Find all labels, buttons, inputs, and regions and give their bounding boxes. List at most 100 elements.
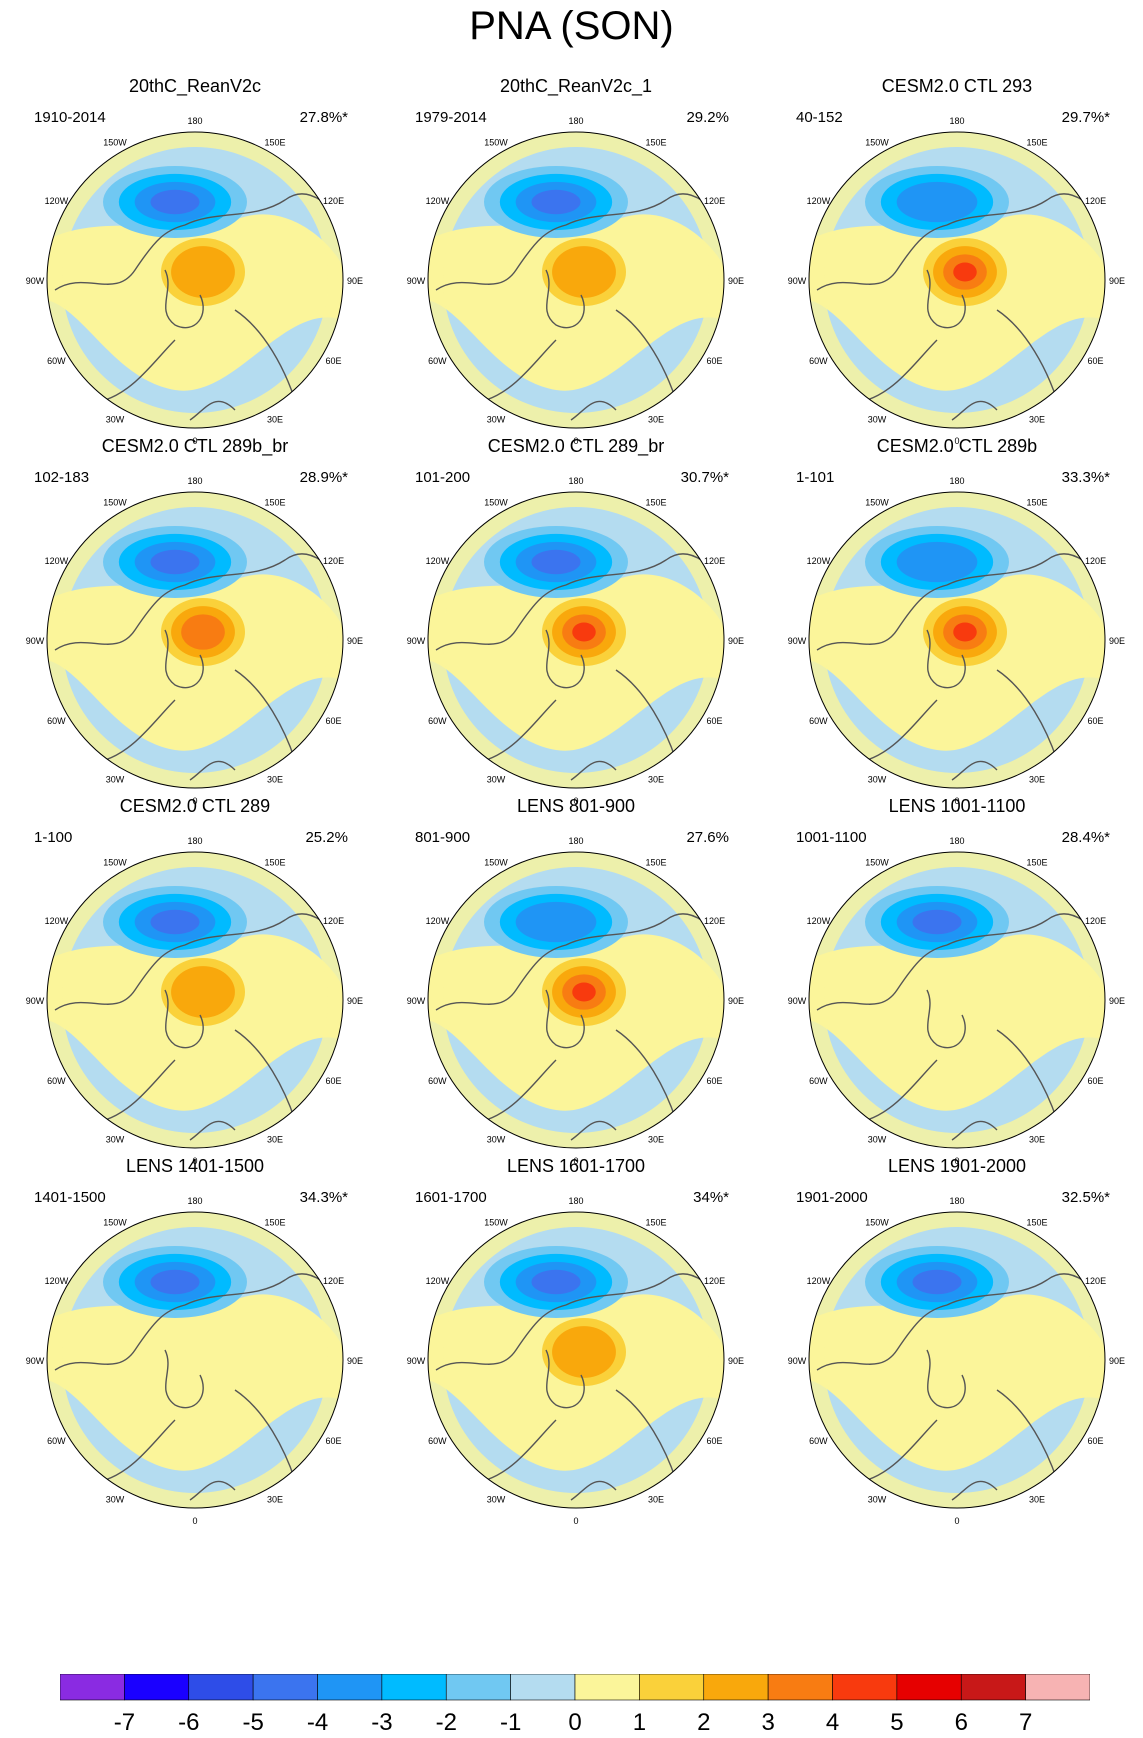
longitude-label: 30E (1029, 1495, 1045, 1505)
coastline (485, 699, 557, 761)
low-contour (531, 549, 581, 575)
map-panel: 20thC_ReanV2c_1 1979-2014 29.2% 180 150E 120E… (381, 70, 762, 470)
outer-anomaly-ring (47, 852, 343, 1148)
longitude-label: 60W (428, 356, 447, 366)
longitude-label: 180 (568, 1196, 583, 1206)
longitude-label: 60W (809, 356, 828, 366)
coastline (545, 629, 585, 689)
map-panel: LENS 1001-1100 1001-1100 28.4%* 180 150E 120E… (762, 790, 1143, 1190)
low-contour (896, 541, 978, 583)
outer-anomaly-ring (428, 852, 724, 1148)
longitude-label: 30E (1029, 775, 1045, 785)
coastline (545, 1349, 585, 1409)
longitude-label: 150E (645, 1217, 666, 1227)
longitude-label: 60W (47, 716, 66, 726)
longitude-label: 150W (484, 857, 508, 867)
longitude-label: 150W (865, 137, 889, 147)
longitude-label: 150E (264, 137, 285, 147)
coastline (54, 1304, 186, 1371)
longitude-label: 150W (484, 1217, 508, 1227)
longitude-label: 150W (103, 497, 127, 507)
coastline (615, 669, 677, 761)
high-contour (181, 614, 225, 650)
longitude-label: 60W (809, 1436, 828, 1446)
colorbar-label: 3 (761, 1709, 774, 1736)
longitude-label: 180 (949, 836, 964, 846)
longitude-label: 0 (954, 796, 959, 806)
longitude-label: 0 (954, 1156, 959, 1166)
globe-outline (808, 491, 1106, 789)
longitude-label: 120W (807, 196, 831, 206)
longitude-label: 180 (187, 836, 202, 846)
longitude-label: 30E (1029, 415, 1045, 425)
longitude-label: 30E (267, 1135, 283, 1145)
map-panel: CESM2.0 CTL 289 1-100 25.2% 180 150E 120E 90E 6… (0, 790, 381, 1190)
coastline (996, 669, 1058, 761)
longitude-label: 150E (645, 497, 666, 507)
coastline (234, 309, 296, 401)
polar-map: CESM2.0 CTL 289_br 101-200 30.7%* 180 150E 12… (407, 436, 744, 806)
map-panel: LENS 801-900 801-900 27.6% 180 150E 120E 90E 60… (381, 790, 762, 1190)
longitude-label: 30E (267, 415, 283, 425)
longitude-label: 180 (568, 476, 583, 486)
coastline (164, 1349, 204, 1409)
longitude-label: 150E (645, 857, 666, 867)
map-panel: CESM2.0 CTL 289b 1-101 33.3%* 180 150E 120E 90… (762, 430, 1143, 830)
longitude-label: 90W (788, 996, 807, 1006)
longitude-label: 30W (106, 775, 125, 785)
coastline (234, 669, 296, 761)
longitude-label: 90W (26, 276, 45, 286)
longitude-label: 30E (648, 1495, 664, 1505)
colorbar-swatch (317, 1674, 383, 1701)
panel-period: 1-101 (796, 469, 834, 486)
longitude-label: 120E (323, 916, 344, 926)
longitude-label: 0 (573, 1516, 578, 1526)
coastline (926, 1349, 966, 1409)
globe-outline (46, 131, 344, 429)
longitude-label: 150W (865, 857, 889, 867)
outer-anomaly-ring (428, 132, 724, 428)
longitude-label: 120E (704, 556, 725, 566)
polar-map: 20thC_ReanV2c_1 1979-2014 29.2% 180 150E 120E… (407, 76, 744, 446)
globe-outline (808, 131, 1106, 429)
longitude-label: 180 (187, 116, 202, 126)
colorbar-label: -2 (436, 1709, 457, 1736)
longitude-label: 0 (954, 436, 959, 446)
polar-map: CESM2.0 CTL 289b 1-101 33.3%* 180 150E 120E 90… (788, 436, 1125, 806)
colorbar-swatch (767, 1674, 833, 1701)
longitude-label: 150E (1026, 857, 1047, 867)
longitude-label: 120W (807, 916, 831, 926)
longitude-label: 180 (568, 116, 583, 126)
longitude-label: 180 (949, 1196, 964, 1206)
longitude-label: 180 (568, 836, 583, 846)
longitude-label: 0 (192, 1156, 197, 1166)
longitude-label: 30E (648, 415, 664, 425)
coastline (545, 269, 585, 329)
longitude-label: 150W (103, 137, 127, 147)
longitude-label: 120W (45, 1276, 69, 1286)
outer-anomaly-ring (428, 1212, 724, 1508)
low-contour (531, 189, 581, 215)
positive-anomaly-band (809, 934, 1105, 1111)
longitude-label: 90W (788, 276, 807, 286)
high-contour (552, 246, 616, 298)
panel-period: 101-200 (415, 469, 470, 486)
colorbar-label: -7 (114, 1709, 135, 1736)
coastline (570, 1480, 617, 1501)
longitude-label: 60E (707, 1076, 723, 1086)
colorbar-swatch (510, 1674, 576, 1701)
panel-variance: 30.7%* (681, 469, 730, 486)
globe-outline (427, 131, 725, 429)
longitude-label: 90E (347, 1356, 363, 1366)
longitude-label: 30W (487, 1495, 506, 1505)
longitude-label: 60E (326, 1436, 342, 1446)
colorbar-swatch (124, 1674, 190, 1701)
panel-title: LENS 1001-1100 (889, 796, 1026, 816)
coastline (866, 699, 938, 761)
coastline (951, 400, 998, 421)
longitude-label: 90W (788, 1356, 807, 1366)
longitude-label: 150E (1026, 497, 1047, 507)
polar-map: LENS 1901-2000 1901-2000 32.5%* 180 150E 120E… (788, 1156, 1125, 1526)
longitude-label: 30W (868, 775, 887, 785)
low-contour (150, 189, 200, 215)
